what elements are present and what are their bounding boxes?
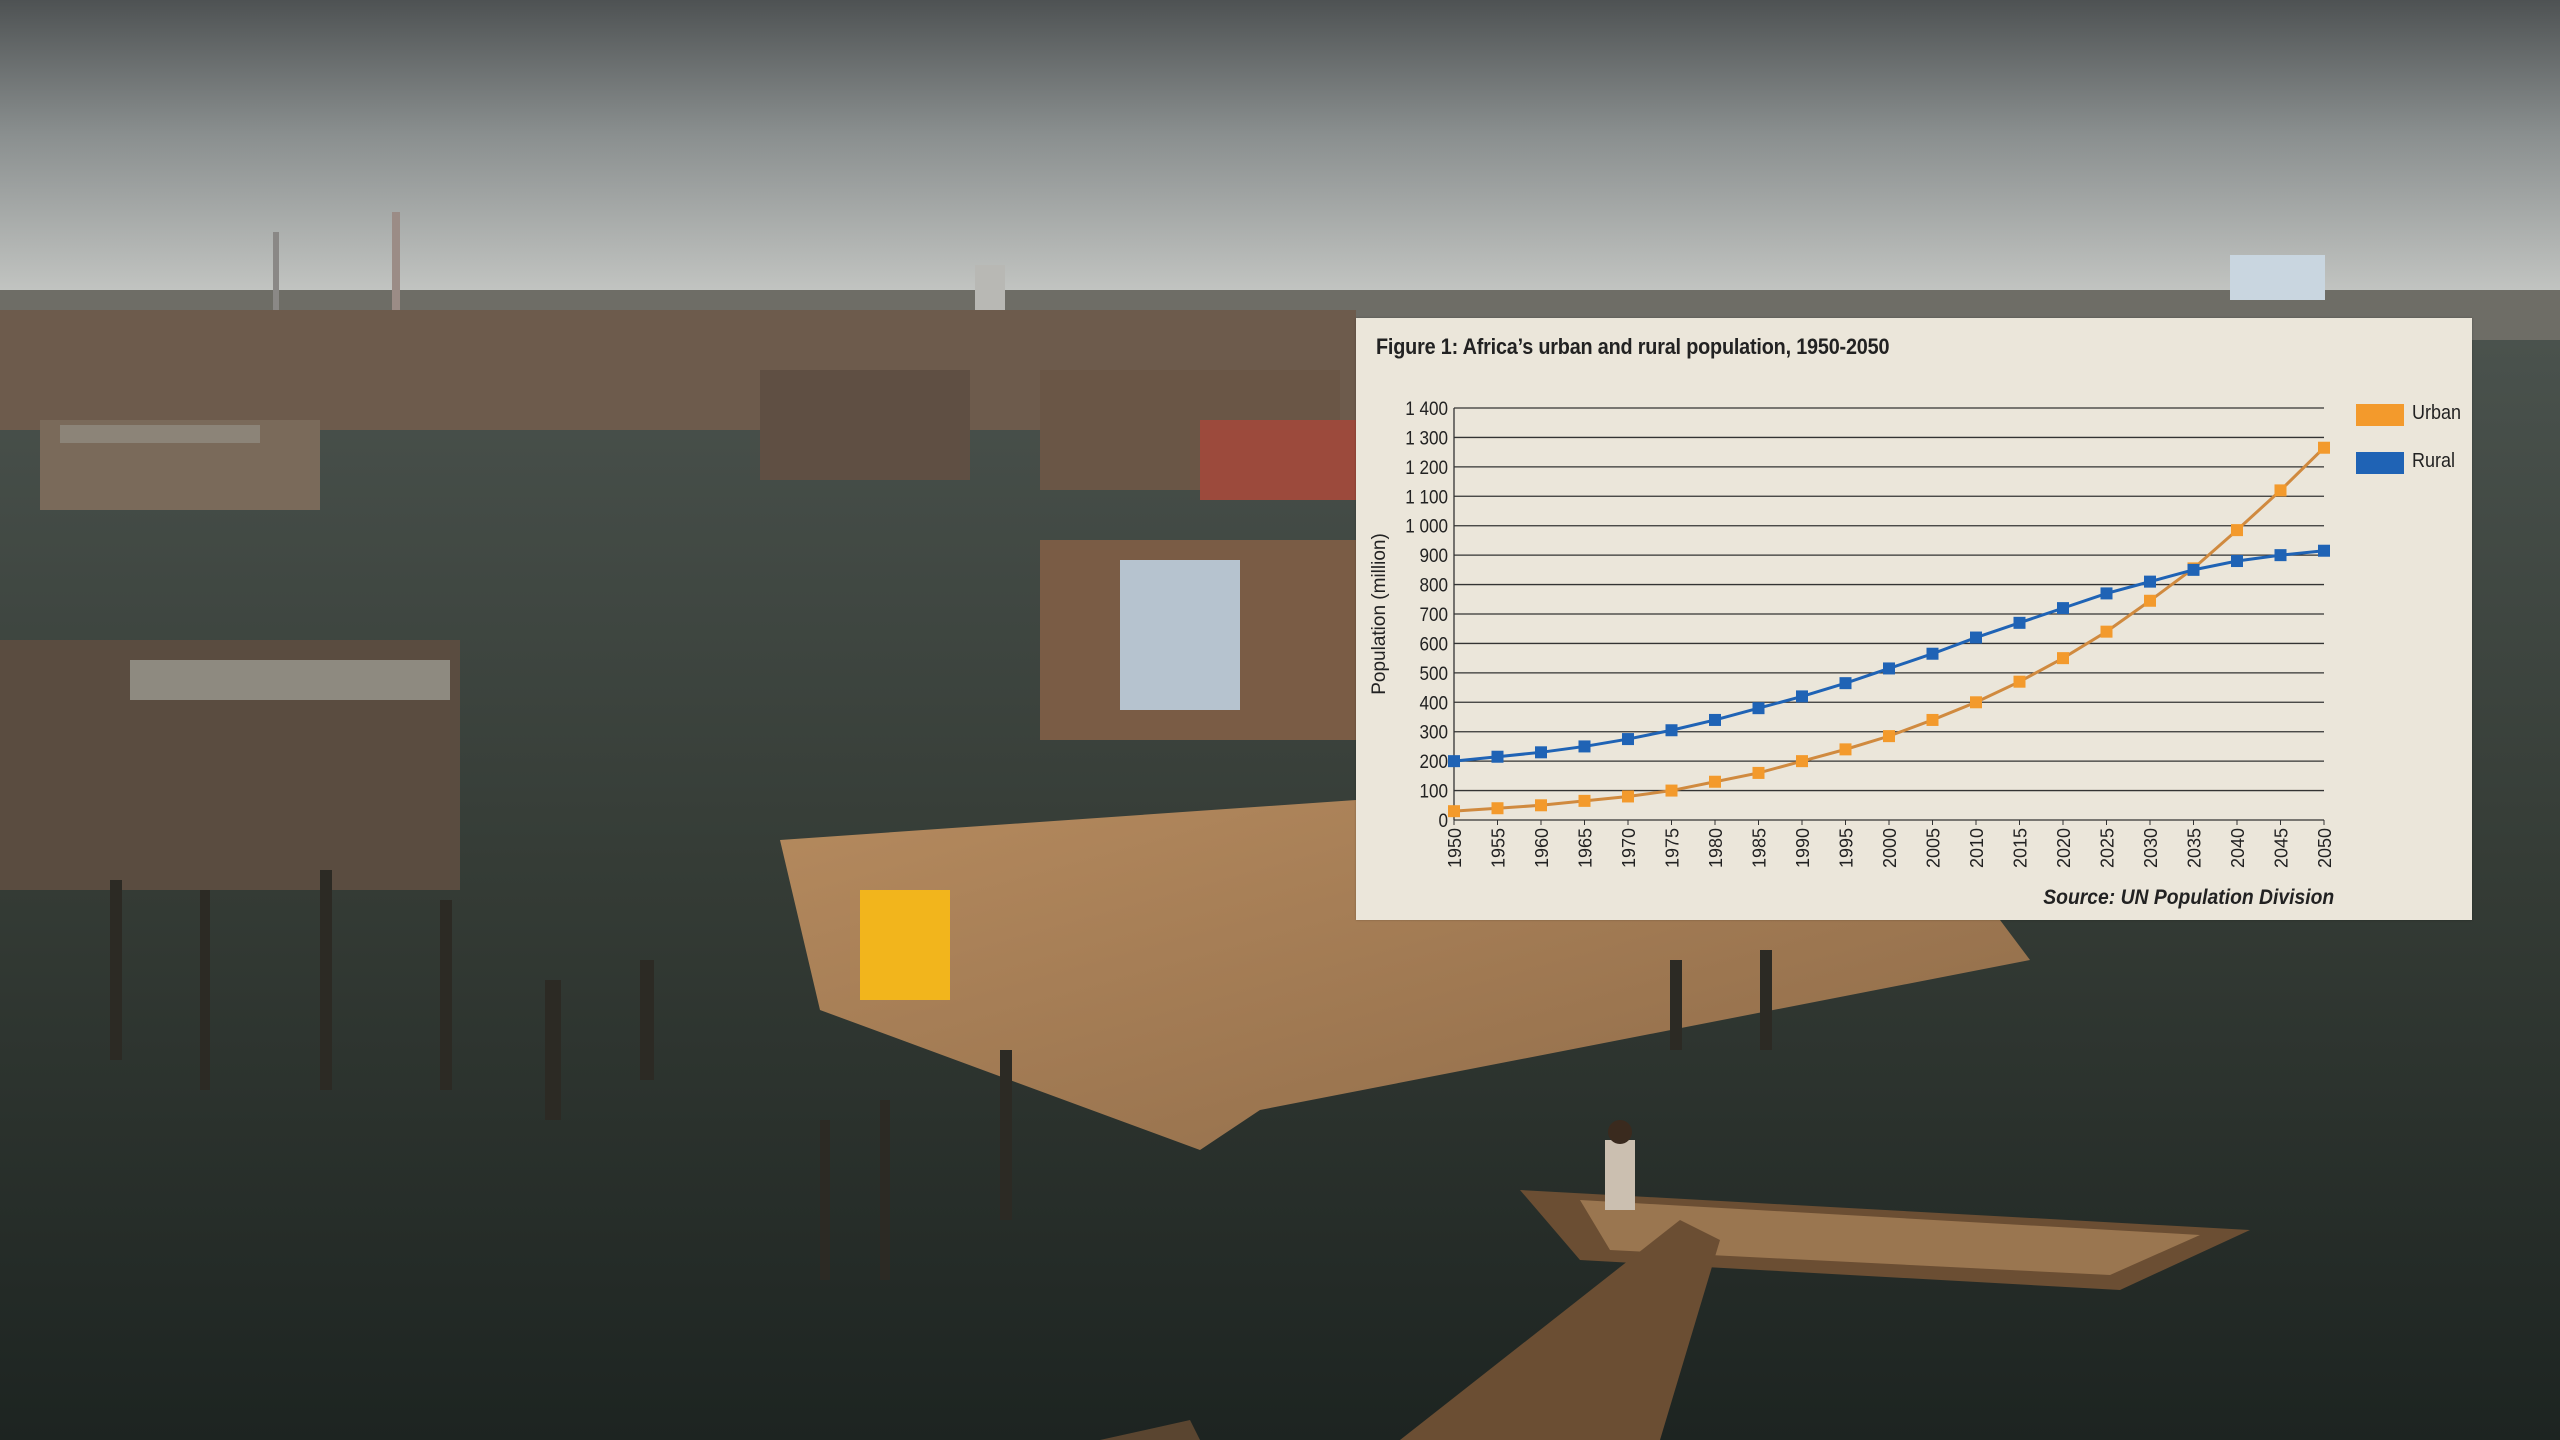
x-tick-label: 1955 [1489,828,1509,868]
x-tick-label: 2005 [1924,828,1944,868]
x-tick-label: 1975 [1663,828,1683,868]
data-point-urban [1796,755,1808,767]
data-point-urban [1579,795,1591,807]
y-tick-label: 900 [1419,545,1448,566]
x-tick-label: 1980 [1706,828,1726,868]
y-tick-label: 700 [1419,604,1448,625]
data-point-urban [2144,595,2156,607]
x-tick-label: 1985 [1750,828,1770,868]
x-tick-label: 2025 [2098,828,2118,868]
data-point-urban [1970,696,1982,708]
data-point-rural [1666,724,1678,736]
y-tick-label: 100 [1419,781,1448,802]
data-point-rural [1883,662,1895,674]
x-tick-label: 2020 [2054,828,2074,868]
data-point-rural [2014,617,2026,629]
data-point-urban [2275,484,2287,496]
y-tick-label: 400 [1419,692,1448,713]
y-tick-label: 300 [1419,722,1448,743]
data-point-rural [1970,632,1982,644]
series-line-urban [1454,448,2324,811]
data-point-urban [1666,785,1678,797]
data-point-urban [2014,676,2026,688]
chart-source: Source: UN Population Division [2043,886,2334,910]
x-tick-label: 2030 [2141,828,2161,868]
y-tick-label: 500 [1419,663,1448,684]
data-point-rural [2275,549,2287,561]
data-point-rural [1709,714,1721,726]
legend-label-urban: Urban [2412,402,2461,425]
data-point-urban [2101,626,2113,638]
x-tick-label: 1995 [1837,828,1857,868]
data-point-rural [1840,677,1852,689]
data-point-rural [1622,733,1634,745]
x-tick-label: 2035 [2185,828,2205,868]
data-point-rural [1796,690,1808,702]
y-tick-label: 1 400 [1405,398,1448,419]
x-tick-label: 2010 [1967,828,1987,868]
data-point-urban [1448,805,1460,817]
data-point-rural [1579,740,1591,752]
data-point-urban [1927,714,1939,726]
data-point-urban [2231,524,2243,536]
data-point-urban [1492,802,1504,814]
data-point-urban [1622,790,1634,802]
data-point-rural [1492,751,1504,763]
chart-panel: 0 100 200 300 400 500 600 700 800 900 1 000 1 100 1 … [1356,318,2472,920]
data-point-urban [1709,776,1721,788]
data-point-rural [2057,602,2069,614]
data-point-urban [1753,767,1765,779]
y-tick-label: 1 000 [1405,516,1448,537]
data-point-rural [1753,702,1765,714]
x-tick-label: 2000 [1880,828,1900,868]
data-point-rural [2318,545,2330,557]
series-line-rural [1454,551,2324,761]
x-tick-label: 1950 [1445,828,1465,868]
data-point-urban [2318,442,2330,454]
x-tick-label: 2015 [2011,828,2031,868]
x-tick-label: 2045 [2272,828,2292,868]
data-point-urban [1535,799,1547,811]
chart-title: Figure 1: Africa’s urban and rural popul… [1376,334,1889,360]
y-tick-label: 1 300 [1405,428,1448,449]
data-point-rural [1927,648,1939,660]
data-point-urban [1840,743,1852,755]
x-tick-label: 2040 [2228,828,2248,868]
y-tick-label: 1 200 [1405,457,1448,478]
data-point-urban [1883,730,1895,742]
data-point-rural [2101,587,2113,599]
x-tick-label: 1960 [1532,828,1552,868]
y-tick-label: 200 [1419,751,1448,772]
data-point-urban [2057,652,2069,664]
data-point-rural [2231,555,2243,567]
x-tick-label: 1965 [1576,828,1596,868]
data-point-rural [1535,746,1547,758]
data-point-rural [1448,755,1460,767]
data-point-rural [2144,576,2156,588]
x-tick-label: 2050 [2315,828,2335,868]
x-tick-label: 1990 [1793,828,1813,868]
legend-swatch-urban [2356,404,2404,426]
y-axis-title: Population (million) [1369,533,1390,695]
y-tick-label: 600 [1419,634,1448,655]
data-point-rural [2188,564,2200,576]
y-tick-label: 800 [1419,575,1448,596]
x-tick-label: 1970 [1619,828,1639,868]
y-tick-label: 1 100 [1405,486,1448,507]
legend-label-rural: Rural [2412,450,2455,473]
legend-swatch-rural [2356,452,2404,474]
